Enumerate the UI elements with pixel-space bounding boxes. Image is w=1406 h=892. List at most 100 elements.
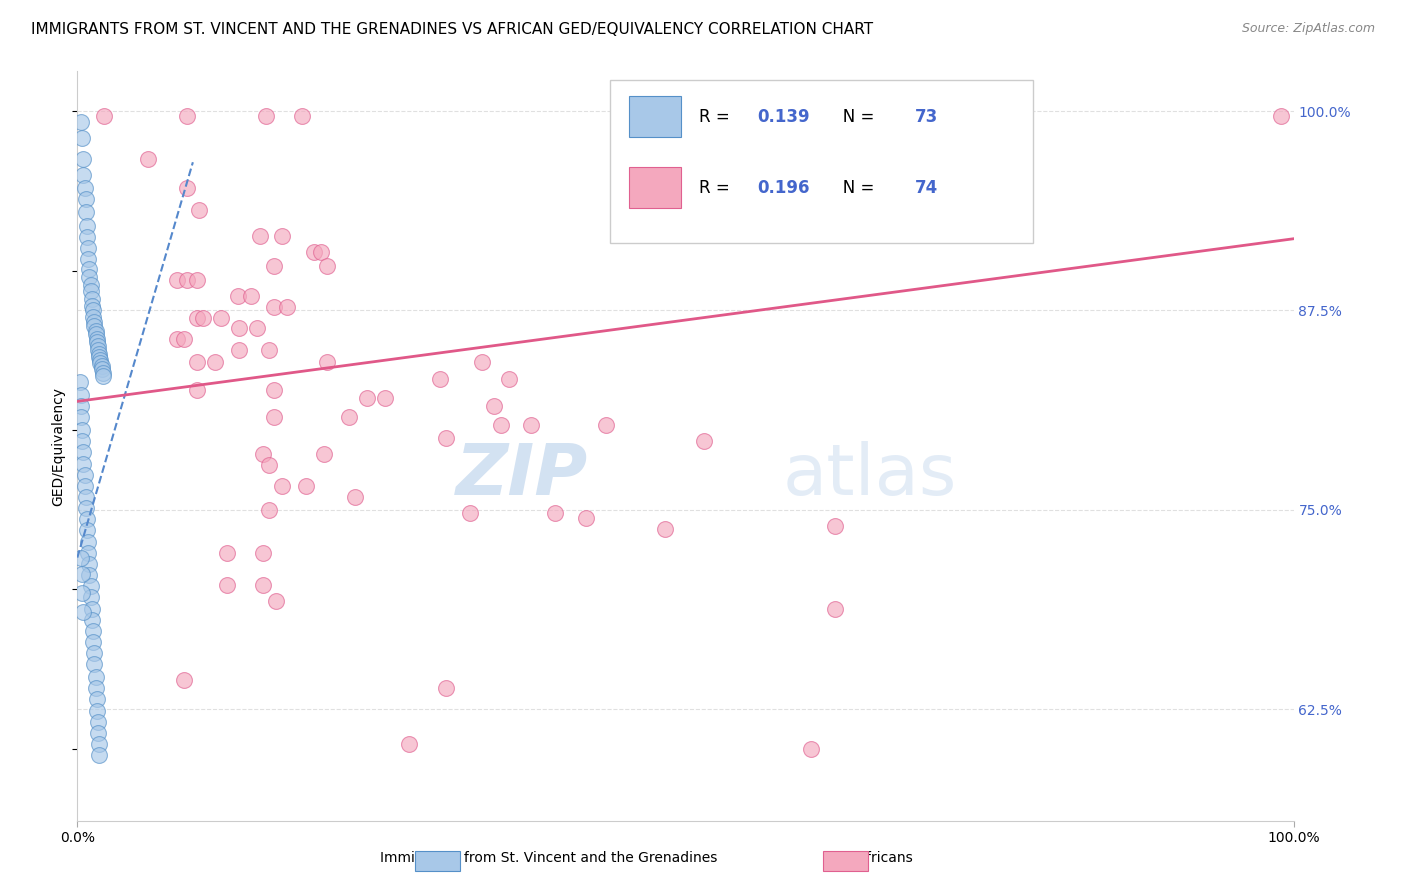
Text: 0.139: 0.139: [758, 108, 810, 126]
Point: [186, 383, 208, 397]
Point: [173, 332, 195, 346]
Point: [80, 591, 103, 605]
Point: [82, 310, 104, 324]
Point: [544, 506, 567, 520]
Text: 73: 73: [915, 108, 939, 126]
Point: [263, 259, 285, 273]
Point: [76, 512, 98, 526]
Text: ZIP: ZIP: [456, 442, 588, 510]
Point: [89, 737, 111, 751]
Point: [79, 270, 101, 285]
Point: [77, 252, 100, 267]
Text: 74: 74: [915, 179, 939, 197]
Point: [166, 273, 188, 287]
Point: [186, 311, 208, 326]
Point: [228, 321, 250, 335]
Point: [489, 418, 512, 433]
Point: [90, 359, 112, 374]
Point: [75, 501, 97, 516]
Point: [264, 593, 287, 607]
Point: [595, 418, 617, 433]
Point: [458, 506, 481, 520]
Point: [228, 343, 250, 358]
Point: [259, 502, 281, 516]
Point: [77, 534, 100, 549]
Point: [91, 368, 114, 383]
Point: [498, 372, 520, 386]
Point: [209, 311, 232, 326]
Point: [87, 338, 110, 352]
Point: [204, 354, 226, 368]
Point: [70, 410, 93, 425]
Point: [69, 376, 91, 390]
Point: [315, 259, 337, 273]
Text: 0.196: 0.196: [758, 179, 810, 197]
Text: R =: R =: [699, 179, 735, 197]
Point: [824, 601, 846, 615]
Point: [89, 748, 111, 763]
Point: [70, 399, 93, 413]
Point: [70, 550, 93, 565]
Point: [70, 566, 93, 581]
Point: [72, 152, 94, 166]
Point: [374, 391, 396, 405]
FancyBboxPatch shape: [630, 96, 681, 137]
Point: [1270, 109, 1292, 123]
Point: [75, 490, 97, 504]
Point: [186, 273, 208, 287]
Point: [72, 605, 94, 619]
Point: [337, 410, 360, 425]
Point: [343, 490, 366, 504]
Point: [827, 109, 849, 123]
Point: [76, 524, 98, 538]
Point: [188, 202, 211, 217]
Point: [89, 352, 111, 367]
Point: [692, 434, 714, 449]
Point: [226, 289, 249, 303]
Point: [215, 546, 238, 560]
Point: [176, 109, 198, 123]
Point: [80, 285, 103, 299]
Point: [471, 354, 494, 368]
Point: [79, 557, 101, 571]
Point: [83, 646, 105, 660]
Point: [314, 447, 336, 461]
Point: [252, 447, 274, 461]
FancyBboxPatch shape: [610, 79, 1033, 243]
Point: [89, 356, 111, 370]
Point: [434, 681, 457, 696]
Point: [76, 219, 98, 233]
Point: [84, 327, 107, 342]
Point: [82, 624, 104, 638]
Point: [73, 479, 96, 493]
Point: [315, 354, 337, 368]
Point: [191, 311, 214, 326]
Point: [575, 510, 598, 524]
Point: [76, 230, 98, 244]
Point: [70, 423, 93, 437]
Point: [84, 670, 107, 684]
Point: [176, 180, 198, 194]
Point: [91, 366, 114, 380]
Point: [249, 228, 271, 243]
Point: [252, 546, 274, 560]
Text: Source: ZipAtlas.com: Source: ZipAtlas.com: [1241, 22, 1375, 36]
Point: [80, 579, 103, 593]
Point: [89, 346, 111, 360]
Point: [215, 577, 238, 591]
Point: [86, 692, 108, 706]
Point: [86, 704, 108, 718]
Text: N =: N =: [827, 108, 879, 126]
Point: [186, 354, 208, 368]
Point: [86, 335, 108, 350]
Point: [309, 244, 332, 259]
Point: [291, 109, 314, 123]
Point: [82, 635, 104, 649]
Text: N =: N =: [827, 179, 879, 197]
Point: [90, 362, 112, 376]
Point: [82, 303, 104, 318]
Y-axis label: GED/Equivalency: GED/Equivalency: [52, 386, 66, 506]
Point: [83, 319, 105, 334]
Point: [79, 568, 101, 582]
Point: [304, 244, 326, 259]
